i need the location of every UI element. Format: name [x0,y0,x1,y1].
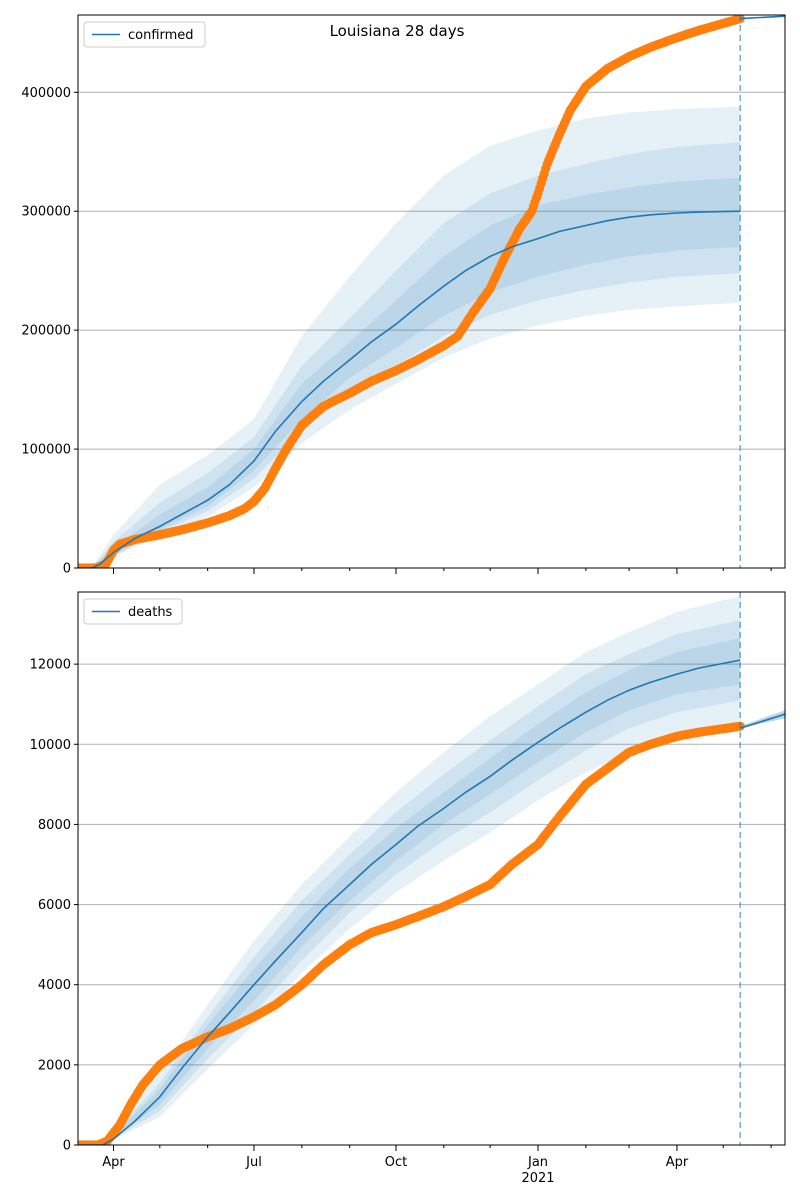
plot-area [78,596,785,1145]
confirmed-panel: 0 100000 200000 300000 400000 confirmed [21,14,786,577]
y-tick-label: 10000 [30,738,71,753]
plot-area [78,15,785,568]
y-tick-label: 12000 [30,658,71,673]
legend-label: deaths [128,605,173,620]
y-tick-label: 300000 [21,205,71,220]
model-median-line [78,210,741,568]
x-tick-label: Jul [245,1155,262,1170]
y-tick-label: 200000 [21,324,71,339]
y-tick-label: 400000 [21,86,71,101]
observed-series [78,721,745,1145]
legend-box [83,21,206,48]
x-tick-label: Jan [527,1155,548,1170]
y-tick-label: 0 [63,562,71,577]
model-median-line [78,659,741,1145]
forecast-line [739,713,785,729]
confidence-band [91,106,741,568]
axes-frame [77,591,786,1146]
y-tick-label: 2000 [38,1058,71,1073]
y-tick-label: 8000 [38,818,71,833]
x-tick-label: Apr [666,1155,689,1170]
y-tick-label: 100000 [21,443,71,458]
legend-label: confirmed [128,28,194,43]
figure-title: Louisiana 28 days [330,22,465,40]
legend-box [83,598,183,625]
y-tick-label: 6000 [38,898,71,913]
forecast-line [740,15,785,20]
x-tick-label: Apr [102,1155,125,1170]
confidence-band [102,638,741,1145]
y-tick-label: 0 [63,1139,71,1154]
x-tick-label: Oct [385,1155,407,1170]
axes-frame [77,14,786,569]
deaths-panel: 0 2000 4000 6000 8000 10000 12000 Apr Jul Oct Jan2… [30,591,786,1186]
y-tick-label: 4000 [38,978,71,993]
x-tick-sublabel: 2021 [521,1171,554,1186]
confidence-band [102,620,741,1145]
observed-series [78,15,745,568]
confidence-band [91,177,741,568]
forecast-band [740,710,785,729]
